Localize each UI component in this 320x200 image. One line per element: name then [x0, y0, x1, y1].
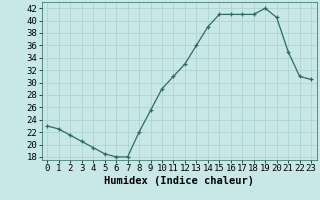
X-axis label: Humidex (Indice chaleur): Humidex (Indice chaleur) [104, 176, 254, 186]
